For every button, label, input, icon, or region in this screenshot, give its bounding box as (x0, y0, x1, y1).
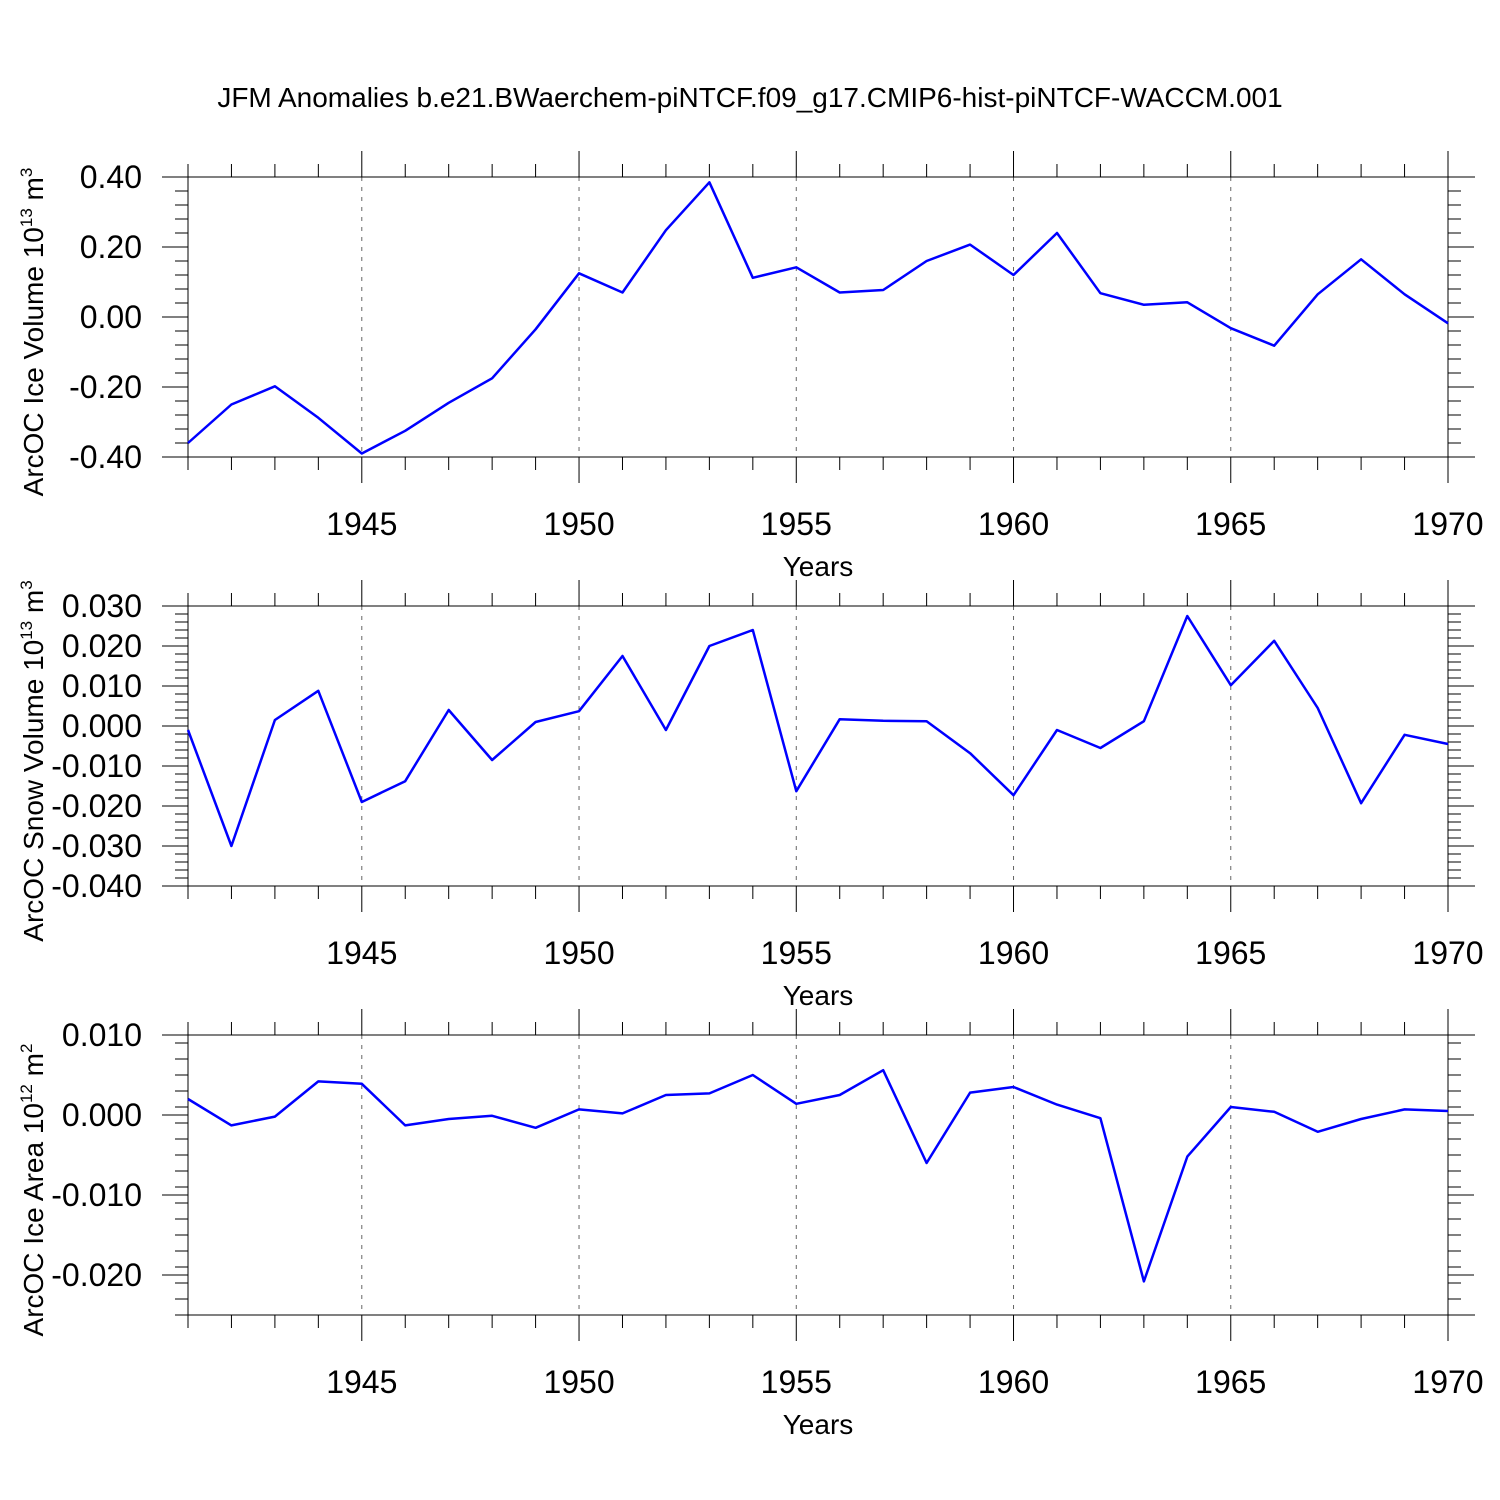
chart-panel-1: -0.40 -0.20 0.00 0.20 0.40 1945 1950 1955 1960 19… (17, 151, 1484, 582)
y-tick-label: 0.00 (80, 299, 142, 335)
page-title: JFM Anomalies b.e21.BWaerchem-piNTCF.f09… (217, 82, 1283, 113)
series-line (187, 181, 1449, 455)
x-axis-label: Years (783, 1409, 854, 1440)
y-tick-label: -0.20 (69, 369, 142, 405)
y-tick-label: 0.010 (62, 668, 142, 704)
x-tick-label: 1950 (543, 1364, 614, 1400)
y-tick-label: 0.20 (80, 229, 142, 265)
x-tick-label: 1960 (978, 506, 1049, 542)
y-tick-label: 0.000 (62, 708, 142, 744)
y-axis-label: ArcOC Snow Volume 1013 m3 (17, 580, 49, 941)
x-tick-label: 1950 (543, 935, 614, 971)
y-tick-label: -0.40 (69, 439, 142, 475)
x-axis-label: Years (783, 551, 854, 582)
x-tick-label: 1970 (1412, 506, 1483, 542)
y-axis-label: ArcOC Ice Volume 1013 m3 (17, 168, 49, 497)
y-tick-label: -0.030 (51, 828, 142, 864)
x-axis-label: Years (783, 980, 854, 1011)
x-tick-label: 1955 (761, 935, 832, 971)
series-line (186, 614, 1449, 848)
x-tick-label: 1965 (1195, 506, 1266, 542)
y-tick-label: -0.020 (51, 1257, 142, 1293)
chart-panel-3: -0.020 -0.010 0.000 0.010 1945 1950 1955 1960 19… (17, 1009, 1484, 1440)
y-tick-label: 0.020 (62, 628, 142, 664)
x-tick-label: 1965 (1195, 1364, 1266, 1400)
y-axis-label: ArcOC Ice Area 1012 m2 (17, 1044, 49, 1337)
x-tick-label: 1960 (978, 935, 1049, 971)
x-tick-label: 1970 (1412, 935, 1483, 971)
y-tick-label: -0.010 (51, 1177, 142, 1213)
chart-panel-2: -0.040 -0.030 -0.020 -0.010 0.000 0.010 0.020 0… (17, 580, 1484, 1011)
y-tick-label: 0.030 (62, 588, 142, 624)
x-tick-label: 1950 (543, 506, 614, 542)
y-tick-label: 0.010 (62, 1017, 142, 1053)
x-tick-label: 1945 (326, 506, 397, 542)
y-tick-label: 0.000 (62, 1097, 142, 1133)
series-line (187, 1068, 1449, 1283)
y-tick-label: -0.020 (51, 788, 142, 824)
y-tick-label: 0.40 (80, 159, 142, 195)
y-tick-label: -0.010 (51, 748, 142, 784)
x-tick-label: 1955 (761, 1364, 832, 1400)
x-tick-label: 1965 (1195, 935, 1266, 971)
x-tick-label: 1945 (326, 935, 397, 971)
y-tick-label: -0.040 (51, 868, 142, 904)
x-tick-label: 1960 (978, 1364, 1049, 1400)
x-tick-label: 1945 (326, 1364, 397, 1400)
x-tick-label: 1955 (761, 506, 832, 542)
x-tick-label: 1970 (1412, 1364, 1483, 1400)
